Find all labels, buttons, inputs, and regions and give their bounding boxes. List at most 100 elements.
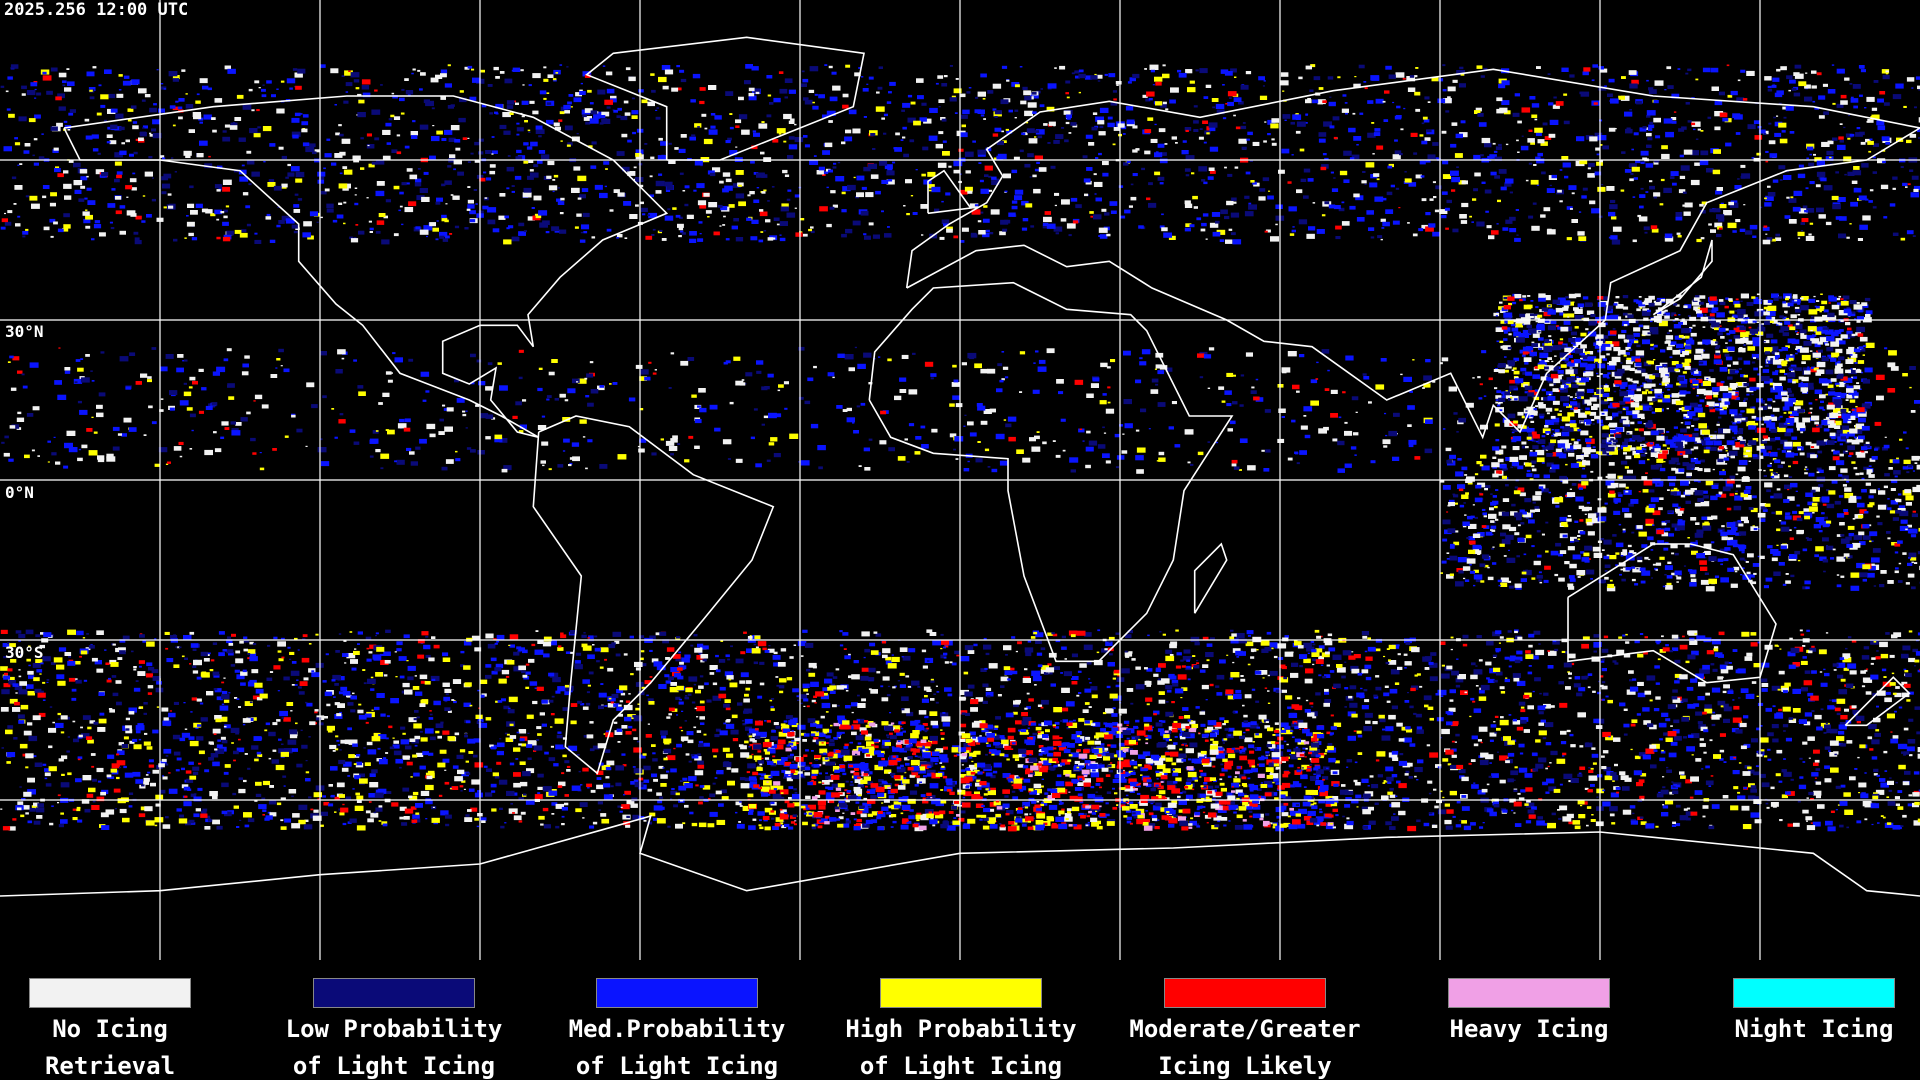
icing-pixel <box>1737 357 1743 361</box>
icing-pixel <box>631 115 638 119</box>
icing-pixel <box>1856 368 1860 371</box>
icing-pixel <box>1746 393 1750 396</box>
icing-pixel <box>1499 107 1508 113</box>
icing-pixel <box>1546 453 1553 457</box>
icing-pixel <box>1765 445 1773 450</box>
icing-pixel <box>1722 445 1727 448</box>
icing-pixel <box>122 80 131 86</box>
icing-pixel <box>1469 215 1472 218</box>
icing-pixel <box>1642 339 1651 345</box>
icing-pixel <box>910 195 914 197</box>
icing-pixel <box>178 441 184 445</box>
icing-pixel <box>53 147 59 151</box>
icing-pixel <box>528 131 531 133</box>
icing-pixel <box>85 209 88 211</box>
icing-pixel <box>810 230 815 234</box>
icing-pixel <box>1775 370 1779 373</box>
icing-pixel <box>863 447 870 452</box>
icing-pixel <box>431 136 440 142</box>
icing-pixel <box>631 110 639 115</box>
icing-pixel <box>1838 310 1848 316</box>
icing-pixel <box>1801 361 1806 364</box>
icing-pixel <box>1691 425 1695 427</box>
icing-pixel <box>385 199 391 203</box>
icing-pixel <box>1600 68 1608 73</box>
icing-pixel <box>1300 178 1307 182</box>
icing-pixel <box>1597 186 1606 192</box>
icing-pixel <box>1621 416 1629 421</box>
icing-pixel <box>855 196 859 199</box>
icing-pixel <box>1559 352 1569 358</box>
icing-pixel <box>1611 239 1621 245</box>
icing-pixel <box>320 461 330 467</box>
icing-pixel <box>1762 369 1770 373</box>
icing-pixel <box>605 71 613 76</box>
icing-pixel <box>1762 226 1770 231</box>
icing-pixel <box>1142 94 1148 98</box>
icing-pixel <box>1797 237 1801 239</box>
icing-pixel <box>1241 146 1247 150</box>
icing-pixel <box>759 209 764 212</box>
icing-pixel <box>1853 352 1856 354</box>
icing-pixel <box>1246 138 1250 141</box>
icing-pixel <box>1015 84 1020 88</box>
icing-pixel <box>521 115 525 118</box>
icing-pixel <box>1005 128 1009 131</box>
icing-pixel <box>149 107 157 113</box>
icing-pixel <box>954 112 958 114</box>
icing-pixel <box>1310 64 1316 68</box>
icing-pixel <box>1159 182 1164 185</box>
icing-pixel <box>42 195 47 199</box>
icing-pixel <box>1743 397 1748 401</box>
icing-pixel <box>1635 447 1645 453</box>
icing-pixel <box>1196 217 1202 221</box>
icing-pixel <box>881 117 885 120</box>
icing-pixel <box>337 349 346 355</box>
icing-pixel <box>1561 67 1569 72</box>
icing-pixel <box>1834 382 1840 386</box>
icing-pixel <box>1225 239 1233 244</box>
icing-pixel <box>589 118 599 124</box>
icing-pixel <box>941 83 948 87</box>
icing-pixel <box>1233 466 1240 470</box>
icing-pixel <box>1683 449 1692 455</box>
icing-pixel <box>1106 233 1111 237</box>
icing-pixel <box>1676 343 1684 349</box>
icing-pixel <box>1442 160 1449 165</box>
icing-pixel <box>1008 212 1016 217</box>
icing-pixel <box>1661 145 1668 150</box>
icing-pixel <box>1324 201 1330 205</box>
icing-pixel <box>1671 120 1677 124</box>
icing-pixel <box>1038 167 1047 172</box>
icing-pixel <box>1917 85 1920 90</box>
icing-pixel <box>1335 236 1341 240</box>
icing-pixel <box>1514 378 1524 384</box>
icing-pixel <box>125 139 130 143</box>
icing-pixel <box>1451 122 1458 126</box>
icing-pixel <box>1858 195 1867 201</box>
icing-pixel <box>860 210 869 216</box>
icing-pixel <box>1407 222 1410 224</box>
icing-pixel <box>755 91 760 95</box>
icing-pixel <box>1725 297 1729 300</box>
icing-pixel <box>1705 395 1712 400</box>
icing-pixel <box>647 214 650 216</box>
icing-pixel <box>1132 149 1138 153</box>
icing-pixel <box>295 171 305 178</box>
icing-pixel <box>238 169 247 175</box>
icing-pixel <box>1551 360 1554 363</box>
icing-pixel <box>1027 102 1037 108</box>
icing-pixel <box>261 94 267 98</box>
icing-pixel <box>1719 367 1728 372</box>
icing-pixel <box>1743 383 1750 387</box>
icing-pixel <box>1327 76 1334 80</box>
icing-pixel <box>842 409 848 412</box>
icing-pixel <box>1343 179 1350 183</box>
icing-pixel <box>1835 433 1844 439</box>
icing-pixel <box>1423 119 1430 123</box>
icing-pixel <box>1771 238 1776 242</box>
icing-pixel <box>446 407 454 412</box>
icing-pixel <box>1022 218 1029 222</box>
icing-pixel <box>1380 218 1386 222</box>
icing-pixel <box>1579 396 1584 399</box>
